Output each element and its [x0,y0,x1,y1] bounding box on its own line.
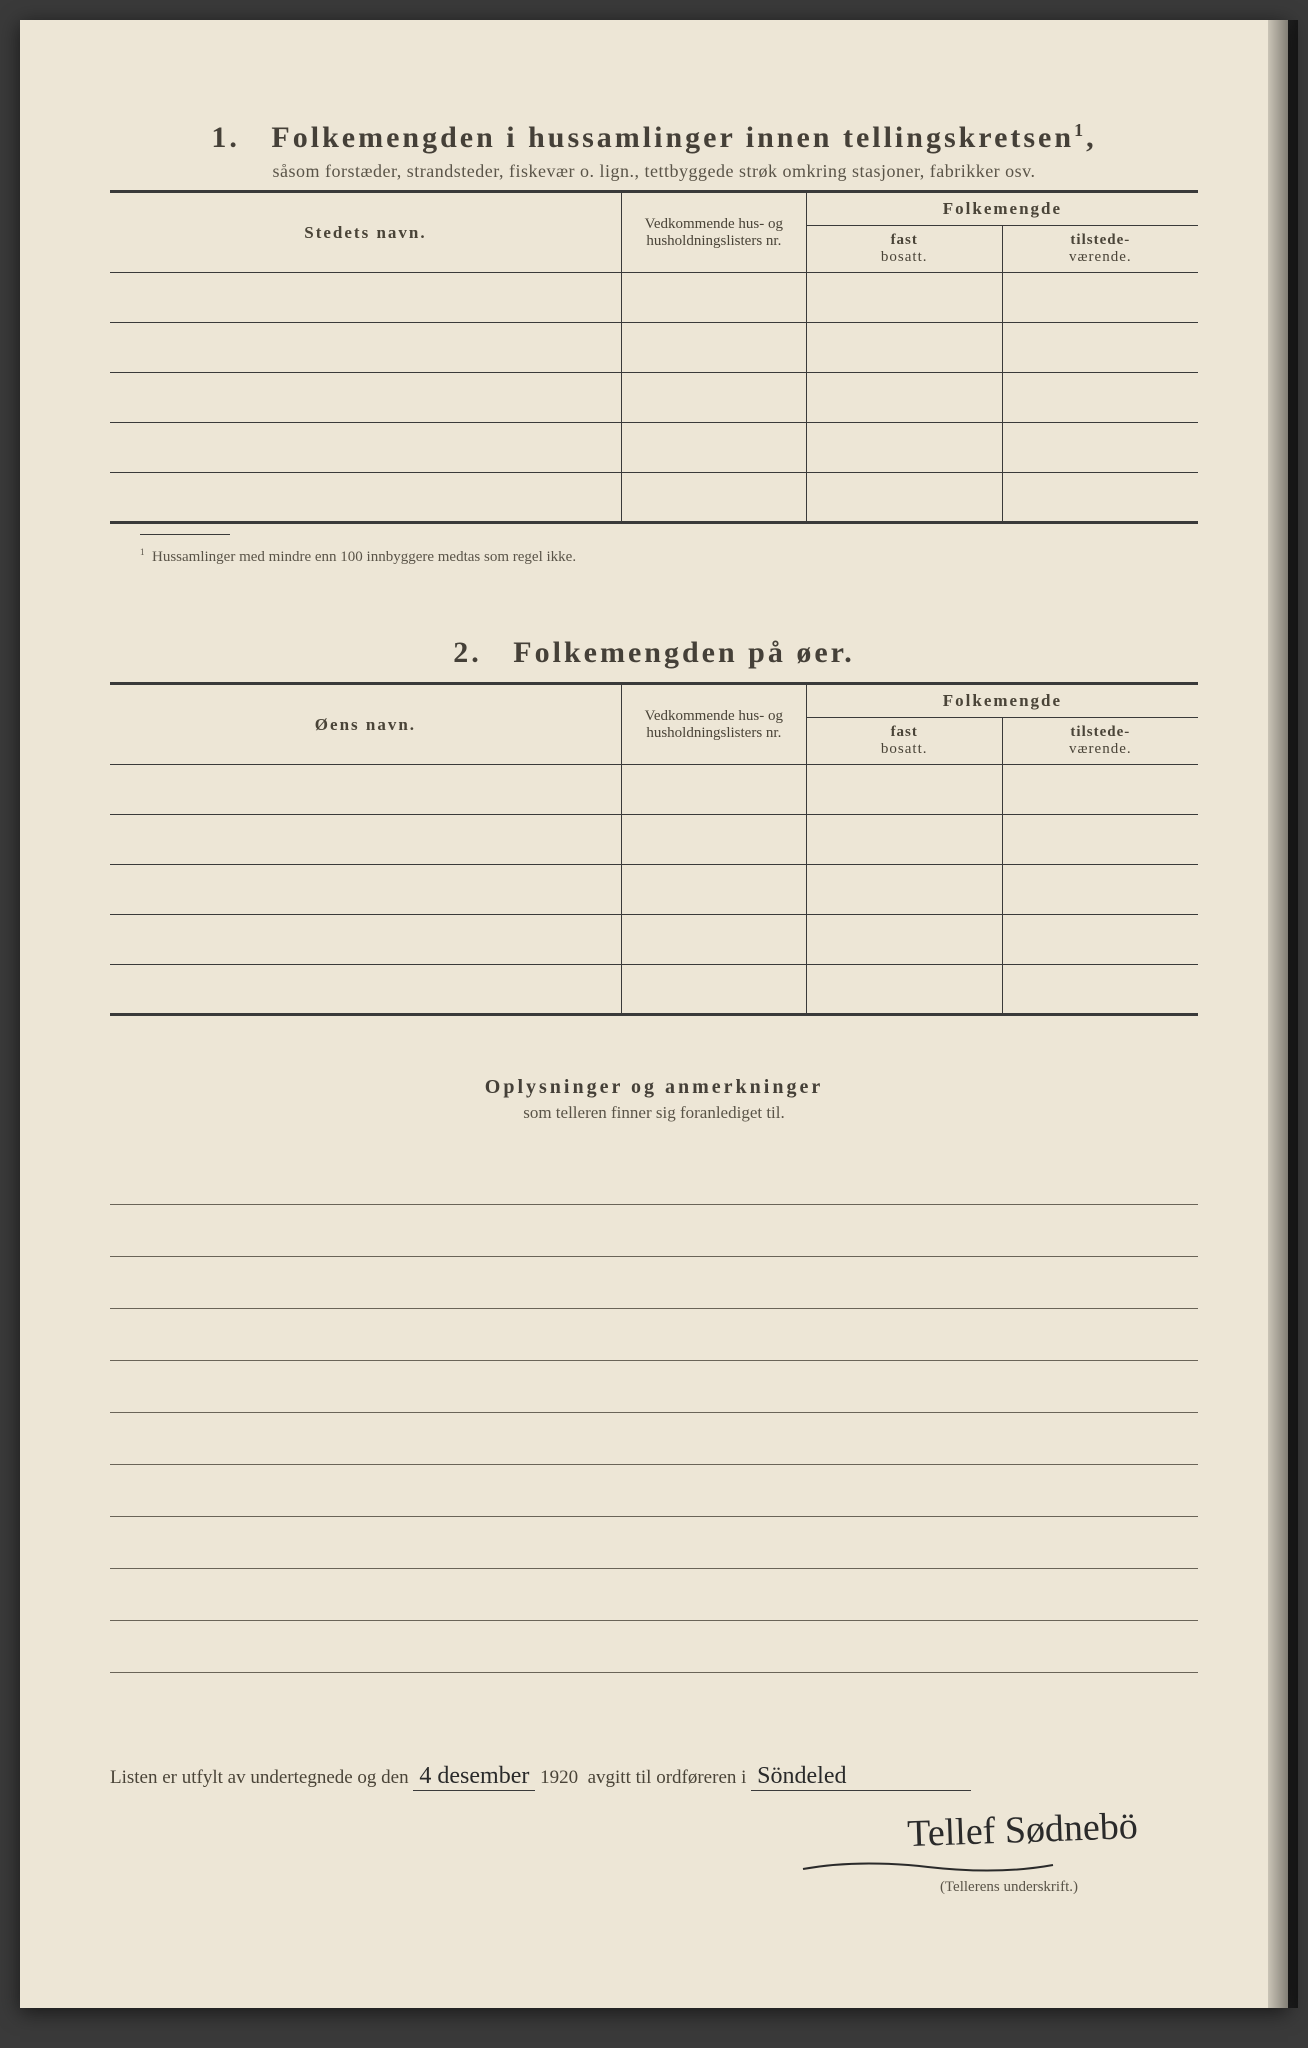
signature-prefix: Listen er utfylt av undertegnede og den [110,1767,409,1788]
remarks-lines [110,1153,1198,1673]
signature-caption: (Tellerens underskrift.) [110,1879,1198,1896]
table-row [110,765,1198,815]
remarks-section: Oplysninger og anmerkninger som telleren… [110,1076,1198,1123]
table-row [110,915,1198,965]
col-header-ref: Vedkommende hus- og husholdningslisters … [621,193,806,273]
col-fast-top: fast [891,232,918,248]
col-fast-bottom: bosatt. [881,249,928,265]
col-header-name: Stedets navn. [110,193,621,273]
col-header-pop-group-2: Folkemengde [806,685,1198,718]
table-row [110,473,1198,523]
remark-line [110,1205,1198,1257]
remark-line [110,1621,1198,1673]
col-tilstede-bottom: værende. [1069,249,1132,265]
remark-line [110,1361,1198,1413]
table-row [110,423,1198,473]
col-header-name-2: Øens navn. [110,685,621,765]
col2-tilstede-top: tilstede- [1070,724,1130,740]
section-1-title-sup: 1 [1074,120,1086,140]
remark-line [110,1569,1198,1621]
section-1-body [110,273,1198,523]
section-1-title: 1. Folkemengden i hussamlinger innen tel… [110,120,1198,155]
remarks-title: Oplysninger og anmerkninger [110,1076,1198,1099]
table-row [110,323,1198,373]
signature-block: Listen er utfylt av undertegnede og den … [110,1763,1198,1896]
section-2-title-text: Folkemengden på øer. [513,636,854,669]
section-1-table: Stedets navn. Vedkommende hus- og hushol… [110,193,1198,524]
section-1-number: 1. [211,121,240,154]
footnote-text: Hussamlinger med mindre enn 100 innbygge… [152,549,576,565]
col2-tilstede-bottom: værende. [1069,741,1132,757]
handwritten-date: 4 desember [413,1763,535,1791]
section-1: 1. Folkemengden i hussamlinger innen tel… [110,120,1198,566]
remarks-subtitle: som telleren finner sig foranlediget til… [110,1103,1198,1123]
table-row [110,865,1198,915]
col-header-ref-2: Vedkommende hus- og husholdningslisters … [621,685,806,765]
section-2-number: 2. [453,636,482,669]
signature-year: 1920 [540,1767,578,1788]
remark-line [110,1465,1198,1517]
table-row [110,815,1198,865]
footnote-marker: 1 [140,547,145,557]
remark-line [110,1309,1198,1361]
col2-fast-bottom: bosatt. [881,741,928,757]
section-2-title: 2. Folkemengden på øer. [110,636,1198,670]
section-2-table: Øens navn. Vedkommende hus- og husholdni… [110,685,1198,1016]
flourish-icon [798,1857,1058,1877]
table-row [110,965,1198,1015]
remark-line [110,1517,1198,1569]
document-page: 1. Folkemengden i hussamlinger innen tel… [20,20,1288,2008]
col2-fast-top: fast [891,724,918,740]
section-1-subtitle: såsom forstæder, strandsteder, fiskevær … [110,161,1198,182]
col-tilstede-top: tilstede- [1070,232,1130,248]
col-header-fast-2: fast bosatt. [806,718,1002,765]
remark-line [110,1413,1198,1465]
section-2-body [110,765,1198,1015]
remark-line [110,1153,1198,1205]
col-header-tilstede-2: tilstede- værende. [1002,718,1198,765]
col-header-tilstede: tilstede- værende. [1002,226,1198,273]
table-row [110,373,1198,423]
section-1-footnote: 1 Hussamlinger med mindre enn 100 innbyg… [110,547,1198,566]
table-row [110,273,1198,323]
col-header-fast: fast bosatt. [806,226,1002,273]
handwritten-place: Söndeled [751,1763,971,1791]
col-header-pop-group: Folkemengde [806,193,1198,226]
section-1-title-text: Folkemengden i hussamlinger innen tellin… [271,121,1074,154]
signature-middle: avgitt til ordføreren i [588,1767,747,1788]
footnote-rule [140,534,230,535]
remark-line [110,1257,1198,1309]
section-2: 2. Folkemengden på øer. Øens navn. Vedko… [110,636,1198,1016]
